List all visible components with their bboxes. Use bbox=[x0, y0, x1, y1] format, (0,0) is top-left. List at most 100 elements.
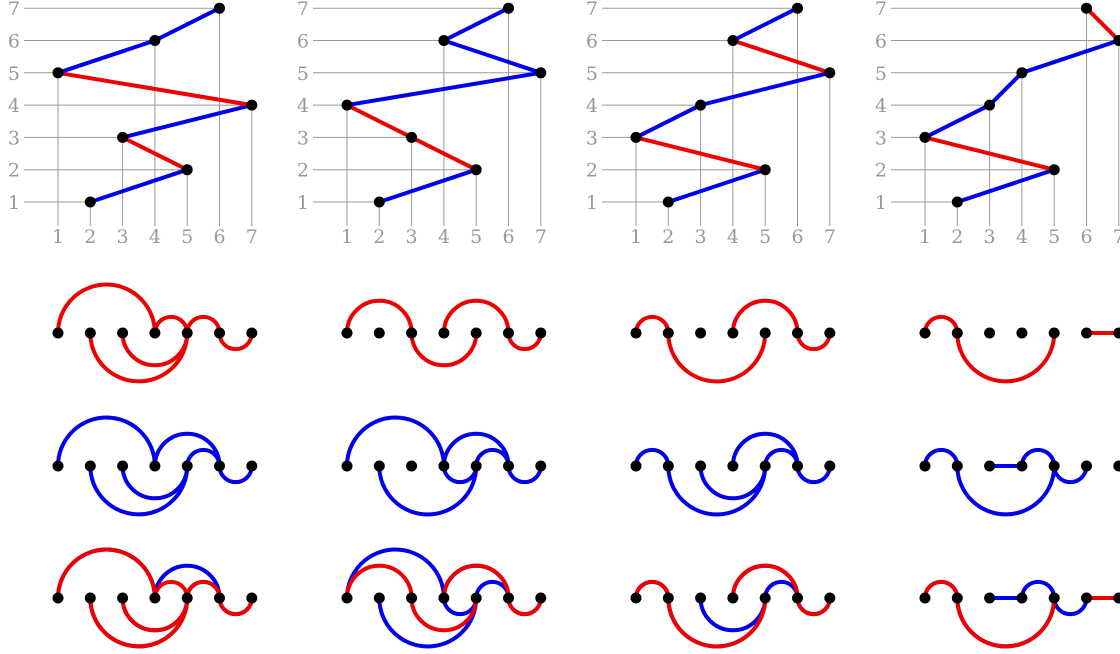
node-dot bbox=[181, 327, 193, 339]
node-dot bbox=[214, 460, 225, 472]
node-dot bbox=[727, 327, 739, 339]
y-tick-label: 5 bbox=[586, 63, 598, 85]
blue-segment bbox=[441, 38, 543, 75]
red-arc bbox=[730, 563, 800, 600]
node-dot bbox=[470, 592, 482, 604]
blue-arc bbox=[923, 447, 960, 468]
x-tick-label: 6 bbox=[791, 226, 803, 248]
blue-arcs-panel-1 bbox=[52, 415, 258, 517]
data-point bbox=[535, 67, 547, 79]
blue-arc bbox=[666, 596, 768, 649]
red-arc bbox=[217, 331, 254, 352]
node-dot bbox=[984, 327, 996, 339]
node-dot bbox=[535, 460, 547, 472]
red-arc bbox=[634, 579, 671, 600]
node-dot bbox=[373, 592, 385, 604]
y-tick-label: 6 bbox=[875, 31, 887, 53]
node-dot bbox=[1113, 592, 1120, 604]
node-dot bbox=[149, 592, 161, 604]
x-tick-label: 2 bbox=[84, 226, 96, 248]
node-dot bbox=[824, 327, 836, 339]
y-tick-label: 1 bbox=[8, 192, 20, 214]
red-arc bbox=[56, 547, 157, 600]
x-tick-label: 6 bbox=[213, 226, 225, 248]
node-dot bbox=[984, 460, 996, 472]
blue-arc bbox=[634, 447, 671, 468]
data-point bbox=[695, 99, 707, 111]
data-point bbox=[84, 196, 96, 208]
node-dot bbox=[1113, 327, 1120, 339]
blue-arc bbox=[88, 464, 190, 517]
node-dot bbox=[84, 592, 96, 604]
node-dot bbox=[630, 592, 642, 604]
x-tick-label: 2 bbox=[373, 226, 385, 248]
blue-segment bbox=[441, 6, 511, 43]
node-dot bbox=[117, 460, 129, 472]
node-dot bbox=[1081, 592, 1092, 604]
node-dot bbox=[630, 327, 642, 339]
red-arc bbox=[923, 579, 960, 600]
blue-arcs-panel-3 bbox=[630, 431, 836, 517]
x-tick-label: 6 bbox=[1080, 226, 1092, 248]
red-arc bbox=[152, 314, 190, 335]
node-dot bbox=[1081, 460, 1092, 472]
node-dot bbox=[630, 460, 642, 472]
node-dot bbox=[759, 592, 771, 604]
node-dot bbox=[214, 327, 225, 339]
node-dot bbox=[535, 592, 547, 604]
node-dot bbox=[246, 327, 258, 339]
x-tick-label: 3 bbox=[117, 226, 129, 248]
blue-arc bbox=[955, 596, 1057, 649]
y-tick-label: 6 bbox=[297, 31, 309, 53]
blue-arc bbox=[730, 431, 800, 468]
node-dot bbox=[84, 460, 96, 472]
blue-arc bbox=[1019, 447, 1057, 468]
data-point bbox=[727, 35, 739, 46]
x-tick-label: 1 bbox=[919, 226, 931, 248]
x-tick-label: 7 bbox=[1113, 226, 1120, 248]
blue-arc bbox=[377, 596, 479, 649]
data-point bbox=[984, 99, 996, 111]
node-dot bbox=[52, 592, 64, 604]
node-dot bbox=[149, 460, 161, 472]
y-tick-label: 4 bbox=[875, 95, 887, 117]
node-dot bbox=[438, 460, 450, 472]
node-dot bbox=[470, 460, 482, 472]
node-dot bbox=[341, 460, 353, 472]
x-tick-label: 7 bbox=[824, 226, 836, 248]
blue-segment bbox=[377, 167, 479, 204]
blue-arc bbox=[666, 464, 768, 517]
node-dot bbox=[84, 327, 96, 339]
blue-segment bbox=[88, 167, 190, 204]
red-arc bbox=[409, 596, 479, 633]
node-dot bbox=[117, 327, 129, 339]
blue-arc bbox=[377, 464, 479, 517]
red-arcs-panel-3 bbox=[630, 298, 836, 384]
x-tick-label: 2 bbox=[662, 226, 674, 248]
node-dot bbox=[503, 327, 514, 339]
red-segment bbox=[409, 135, 479, 172]
blue-segment bbox=[56, 38, 157, 75]
node-dot bbox=[695, 460, 707, 472]
node-dot bbox=[792, 327, 803, 339]
y-tick-label: 7 bbox=[875, 0, 887, 20]
blue-arc bbox=[1019, 579, 1057, 600]
red-arc bbox=[441, 563, 511, 600]
red-arc bbox=[730, 298, 800, 335]
node-dot bbox=[727, 460, 739, 472]
node-dot bbox=[1016, 592, 1028, 604]
node-dot bbox=[951, 460, 963, 472]
blue-arc bbox=[795, 464, 832, 485]
red-arc bbox=[666, 331, 768, 384]
blue-segment bbox=[987, 70, 1024, 108]
red-arc bbox=[506, 331, 543, 352]
node-dot bbox=[951, 327, 963, 339]
node-dot bbox=[52, 327, 64, 339]
red-arc bbox=[666, 596, 768, 649]
x-tick-label: 3 bbox=[406, 226, 418, 248]
node-dot bbox=[824, 460, 836, 472]
data-point bbox=[214, 2, 225, 14]
node-dot bbox=[984, 592, 996, 604]
